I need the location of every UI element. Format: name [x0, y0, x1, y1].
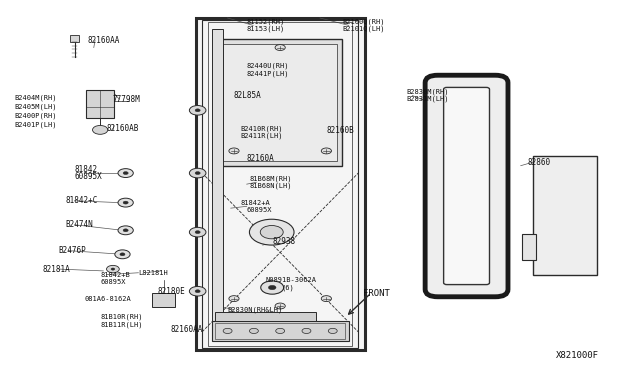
Text: B2411R(LH): B2411R(LH) — [241, 133, 283, 140]
Text: 60895X: 60895X — [100, 279, 125, 285]
Text: 81B11R(LH): 81B11R(LH) — [100, 321, 143, 328]
Text: 77798M: 77798M — [113, 95, 141, 104]
Circle shape — [123, 229, 128, 232]
Circle shape — [195, 171, 200, 174]
Text: B2831M(LH): B2831M(LH) — [406, 96, 449, 102]
Circle shape — [260, 225, 284, 239]
Circle shape — [223, 328, 232, 334]
Circle shape — [276, 328, 285, 334]
Text: FRONT: FRONT — [363, 289, 390, 298]
Circle shape — [106, 265, 119, 273]
Circle shape — [321, 296, 332, 302]
Circle shape — [123, 201, 128, 204]
Circle shape — [302, 328, 311, 334]
Text: 82160AB: 82160AB — [106, 124, 139, 133]
Bar — [212, 29, 223, 339]
Text: 82860: 82860 — [527, 157, 550, 167]
Circle shape — [118, 169, 133, 177]
Circle shape — [328, 328, 337, 334]
FancyBboxPatch shape — [196, 18, 365, 350]
Text: 81842: 81842 — [75, 165, 98, 174]
Text: B2100Q(RH): B2100Q(RH) — [342, 19, 385, 25]
Circle shape — [275, 45, 285, 51]
Bar — [215, 323, 346, 339]
Circle shape — [118, 226, 133, 235]
Text: 82L85A: 82L85A — [234, 91, 262, 100]
Circle shape — [229, 148, 239, 154]
Text: B2400P(RH): B2400P(RH) — [14, 113, 56, 119]
Circle shape — [275, 303, 285, 309]
Circle shape — [93, 125, 108, 134]
Circle shape — [115, 250, 130, 259]
Text: B2830M(RH): B2830M(RH) — [406, 89, 449, 95]
Circle shape — [111, 268, 115, 270]
Text: 81842+A: 81842+A — [241, 200, 270, 206]
Text: B2476P: B2476P — [59, 246, 86, 255]
Text: 81B68M(RH): 81B68M(RH) — [250, 175, 292, 182]
FancyBboxPatch shape — [223, 44, 337, 161]
Text: 82440U(RH): 82440U(RH) — [246, 63, 289, 69]
FancyBboxPatch shape — [425, 75, 508, 297]
Text: B2404M(RH): B2404M(RH) — [14, 94, 56, 101]
Text: 81152(RH): 81152(RH) — [246, 19, 285, 25]
Text: B2474N: B2474N — [65, 220, 93, 229]
Bar — [70, 35, 79, 42]
Text: B2401P(LH): B2401P(LH) — [14, 122, 56, 128]
Text: 82160AA: 82160AA — [88, 36, 120, 45]
Circle shape — [260, 281, 284, 294]
Text: 81842+B: 81842+B — [100, 272, 130, 278]
Circle shape — [229, 296, 239, 302]
Circle shape — [195, 109, 200, 112]
FancyBboxPatch shape — [218, 39, 342, 166]
Text: 82938: 82938 — [272, 237, 295, 246]
Bar — [215, 311, 316, 321]
Circle shape — [120, 253, 125, 256]
FancyBboxPatch shape — [444, 87, 490, 285]
Circle shape — [250, 328, 259, 334]
Circle shape — [189, 286, 206, 296]
Text: 81B10R(RH): 81B10R(RH) — [100, 314, 143, 320]
Circle shape — [118, 198, 133, 207]
Bar — [522, 234, 536, 260]
Circle shape — [189, 168, 206, 178]
Text: B2101Q(LH): B2101Q(LH) — [342, 26, 385, 32]
Circle shape — [189, 106, 206, 115]
Circle shape — [268, 285, 276, 290]
Text: 60895X: 60895X — [75, 172, 102, 181]
Text: 82160AA: 82160AA — [170, 326, 203, 334]
Text: X821000F: X821000F — [556, 351, 599, 360]
Text: L82181H: L82181H — [138, 270, 168, 276]
Text: (6): (6) — [282, 284, 294, 291]
Bar — [86, 90, 114, 118]
Text: 81B68N(LH): 81B68N(LH) — [250, 183, 292, 189]
Text: 81842+C: 81842+C — [65, 196, 97, 205]
Bar — [152, 293, 175, 307]
Text: 60895X: 60895X — [246, 207, 272, 213]
Text: 82160B: 82160B — [326, 126, 354, 135]
Text: 081A6-8162A: 081A6-8162A — [84, 296, 131, 302]
Text: B2410R(RH): B2410R(RH) — [241, 125, 283, 132]
Text: 82180E: 82180E — [157, 287, 185, 296]
Text: B2830N(RH&LH): B2830N(RH&LH) — [228, 307, 283, 313]
Text: 82181A: 82181A — [43, 264, 70, 273]
Circle shape — [250, 219, 294, 245]
Text: 82441P(LH): 82441P(LH) — [246, 70, 289, 77]
Text: 82160A: 82160A — [246, 154, 275, 163]
Circle shape — [195, 290, 200, 293]
Circle shape — [123, 171, 128, 174]
Circle shape — [321, 148, 332, 154]
Bar — [212, 321, 349, 341]
Text: 81153(LH): 81153(LH) — [246, 26, 285, 32]
Text: B2405M(LH): B2405M(LH) — [14, 103, 56, 110]
Text: N0891B-3062A: N0891B-3062A — [266, 277, 317, 283]
Circle shape — [195, 231, 200, 234]
FancyBboxPatch shape — [534, 157, 597, 275]
Circle shape — [189, 227, 206, 237]
